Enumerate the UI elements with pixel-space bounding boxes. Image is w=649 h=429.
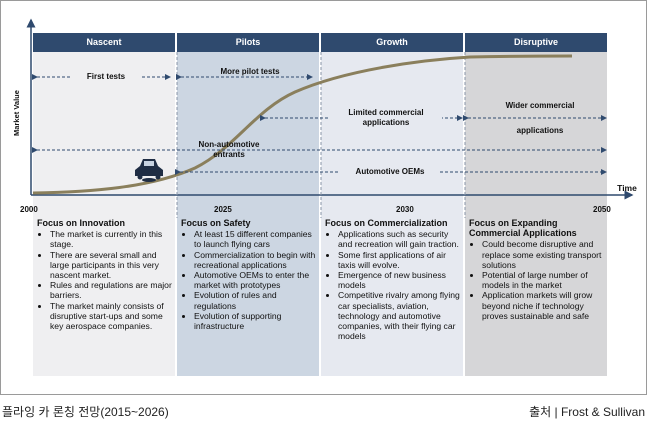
phase-header-growth: Growth xyxy=(321,33,463,52)
label-more-pilot-tests: More pilot tests xyxy=(220,67,280,76)
list-item: At least 15 different companies to launc… xyxy=(194,229,317,249)
caption-left: 플라잉 카 론칭 전망(2015~2026) xyxy=(2,405,169,419)
column-growth: Focus on Commercialization Applications … xyxy=(325,218,461,341)
label-wider-commercial-2: applications xyxy=(516,126,564,135)
label-first-tests: First tests xyxy=(72,72,140,82)
column-title: Focus on Innovation xyxy=(37,218,125,228)
year-2000: 2000 xyxy=(20,205,38,214)
list-item: Evolution of rules and regulations xyxy=(194,290,317,310)
list-item: Some first applications of air taxis wil… xyxy=(338,250,461,270)
phase-header-pilots: Pilots xyxy=(177,33,319,52)
list-item: The market mainly consists of disruptive… xyxy=(50,301,173,332)
phase-bg-disruptive xyxy=(465,52,607,376)
phase-bg-growth xyxy=(321,52,463,376)
figure-frame xyxy=(0,0,647,395)
x-axis-label: Time xyxy=(617,183,637,193)
label-wider-commercial: Wider commercial xyxy=(505,101,575,110)
year-2050: 2050 xyxy=(593,205,611,214)
list-item: Application markets will grow beyond nic… xyxy=(482,290,605,321)
list-item: Potential of large number of models in t… xyxy=(482,270,605,290)
label-automotive-oems: Automotive OEMs xyxy=(340,167,440,177)
list-item: The market is currently in this stage. xyxy=(50,229,173,249)
phase-header-nascent: Nascent xyxy=(33,33,175,52)
column-nascent: Focus on Innovation The market is curren… xyxy=(37,218,173,331)
year-2030: 2030 xyxy=(396,205,414,214)
y-axis-label: Market Value xyxy=(12,90,21,136)
label-limited-commercial: Limited commercial applications xyxy=(330,108,442,128)
phase-header-disruptive: Disruptive xyxy=(465,33,607,52)
column-disruptive: Focus on Expanding Commercial Applicatio… xyxy=(469,218,605,321)
label-non-automotive: Non-automotive entrants xyxy=(198,140,260,159)
list-item: Competitive rivalry among flying car spe… xyxy=(338,290,461,341)
list-item: Emergence of new business models xyxy=(338,270,461,290)
column-title: Focus on Expanding Commercial Applicatio… xyxy=(469,218,577,239)
list-item: There are several small and large partic… xyxy=(50,250,173,281)
list-item: Rules and regulations are major barriers… xyxy=(50,280,173,300)
list-item: Commercialization to begin with recreati… xyxy=(194,250,317,270)
column-title: Focus on Safety xyxy=(181,218,251,228)
list-item: Automotive OEMs to enter the market with… xyxy=(194,270,317,290)
list-item: Evolution of supporting infrastructure xyxy=(194,311,317,331)
market-value-curve xyxy=(32,54,573,195)
column-pilots: Focus on Safety At least 15 different co… xyxy=(181,218,317,331)
caption-right: 출처 | Frost & Sullivan xyxy=(529,405,645,419)
list-item: Applications such as security and recrea… xyxy=(338,229,461,249)
phase-bg-pilots xyxy=(177,52,319,376)
list-item: Could become disruptive and replace some… xyxy=(482,239,605,270)
phase-bg-nascent xyxy=(33,52,175,376)
column-title: Focus on Commercialization xyxy=(325,218,448,228)
year-2025: 2025 xyxy=(214,205,232,214)
car-icon xyxy=(135,159,163,182)
